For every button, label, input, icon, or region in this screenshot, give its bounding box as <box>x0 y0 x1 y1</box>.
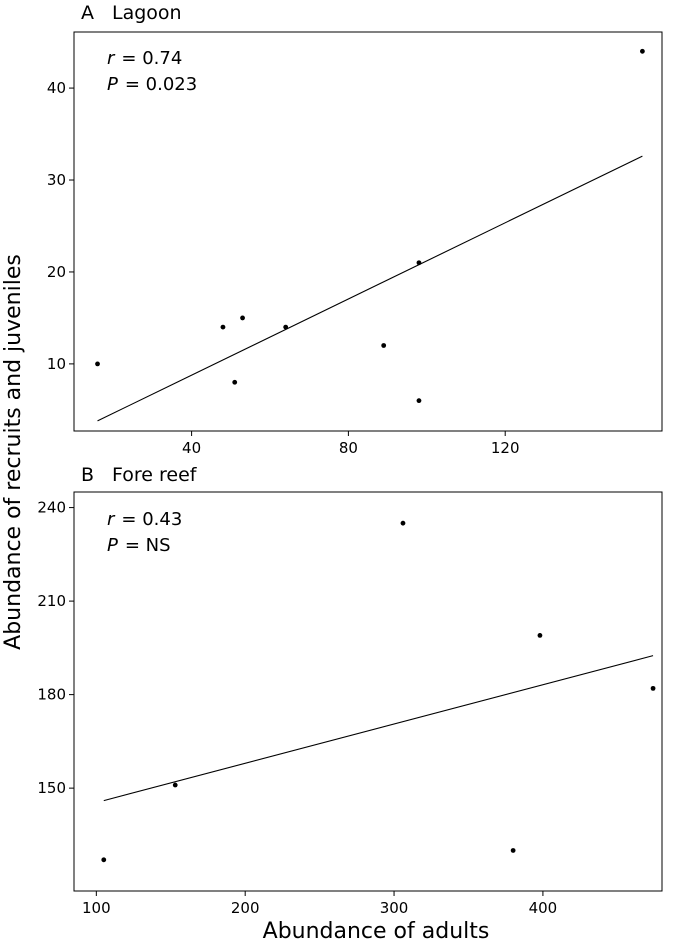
panel-b-title: Fore reef <box>112 464 198 486</box>
panel-b-data-point <box>510 848 516 853</box>
panel-b-marks <box>101 520 656 863</box>
panel-a-data-point <box>640 48 645 54</box>
panel-a-y-tick-label: 10 <box>47 355 66 373</box>
panel-b-x-tick-label: 300 <box>380 899 409 917</box>
panel-b-data-point <box>650 685 656 691</box>
panel-a-ticks: 40 80 120 10 20 30 40 <box>47 79 520 457</box>
panel-b-x-tick-label: 400 <box>529 899 558 917</box>
panel-a-x-tick-label: 80 <box>339 439 358 457</box>
panel-a-marks <box>95 48 645 422</box>
panel-a-lagoon: A Lagoon r = 0.74 P = 0.023 40 80 1201020304… <box>47 2 663 457</box>
panel-b-data-point <box>400 520 406 526</box>
panel-a-r-value: = 0.74 <box>121 48 182 69</box>
panel-b-plot-frame <box>73 491 663 892</box>
panel-b-letter: B <box>81 464 94 486</box>
panel-b-data-point <box>537 632 543 638</box>
panel-a-p-value: = 0.023 <box>125 74 197 95</box>
panel-a-data-point <box>220 324 226 330</box>
panel-a-data-point <box>416 398 422 404</box>
panel-b-p-statistic: P = NS <box>107 535 171 556</box>
panel-a-letter: A <box>81 2 94 24</box>
panel-b-data-point <box>172 782 178 788</box>
panel-a-data-point <box>283 324 289 330</box>
panel-b-p-value: = NS <box>125 535 171 556</box>
panel-a-data-point <box>240 315 245 321</box>
panel-a-regression-line <box>97 155 643 422</box>
panel-a-x-tick-label: 40 <box>182 439 201 457</box>
panel-b-r-value: = 0.43 <box>121 509 182 530</box>
panel-b-ticks: 100 200 300 400 150 180 210 240 <box>37 499 557 917</box>
panel-a-r-statistic: r = 0.74 <box>107 48 182 69</box>
panel-b-y-tick-label: 210 <box>37 592 66 610</box>
panel-b-fore-reef: B Fore reef r = 0.43 P = NS 100 200 300 400 15… <box>37 464 663 917</box>
panel-b-y-tick-label: 180 <box>37 686 66 704</box>
x-axis-title: Abundance of adults <box>263 919 490 944</box>
panel-b-regression-line <box>103 655 654 802</box>
y-axis-title: Abundance of recruits and juveniles <box>1 254 26 650</box>
panel-a-y-tick-label: 20 <box>47 263 66 281</box>
panel-a-p-symbol: P <box>107 74 118 95</box>
panel-a-data-point <box>416 260 422 266</box>
panel-a-data-point <box>95 361 100 367</box>
panel-a-p-statistic: P = 0.023 <box>107 74 197 95</box>
panel-a-title: Lagoon <box>112 2 182 24</box>
panel-b-data-point <box>101 857 107 863</box>
panel-a-data-point <box>381 343 387 348</box>
panel-b-p-symbol: P <box>107 535 118 556</box>
panel-b-x-tick-label: 100 <box>82 899 111 917</box>
panel-b-x-tick-label: 200 <box>231 899 260 917</box>
panel-b-r-symbol: r <box>107 509 116 530</box>
panel-a-y-tick-label: 30 <box>47 171 66 189</box>
panel-b-y-tick-label: 240 <box>37 499 66 517</box>
panel-b-r-statistic: r = 0.43 <box>107 509 182 530</box>
panel-a-r-symbol: r <box>107 48 116 69</box>
panel-a-plot-frame <box>73 31 663 432</box>
panel-a-x-tick-label: 120 <box>491 439 520 457</box>
panel-a-y-tick-label: 40 <box>47 79 66 97</box>
panel-b-y-tick-label: 150 <box>37 779 66 797</box>
panel-a-data-point <box>232 379 238 385</box>
